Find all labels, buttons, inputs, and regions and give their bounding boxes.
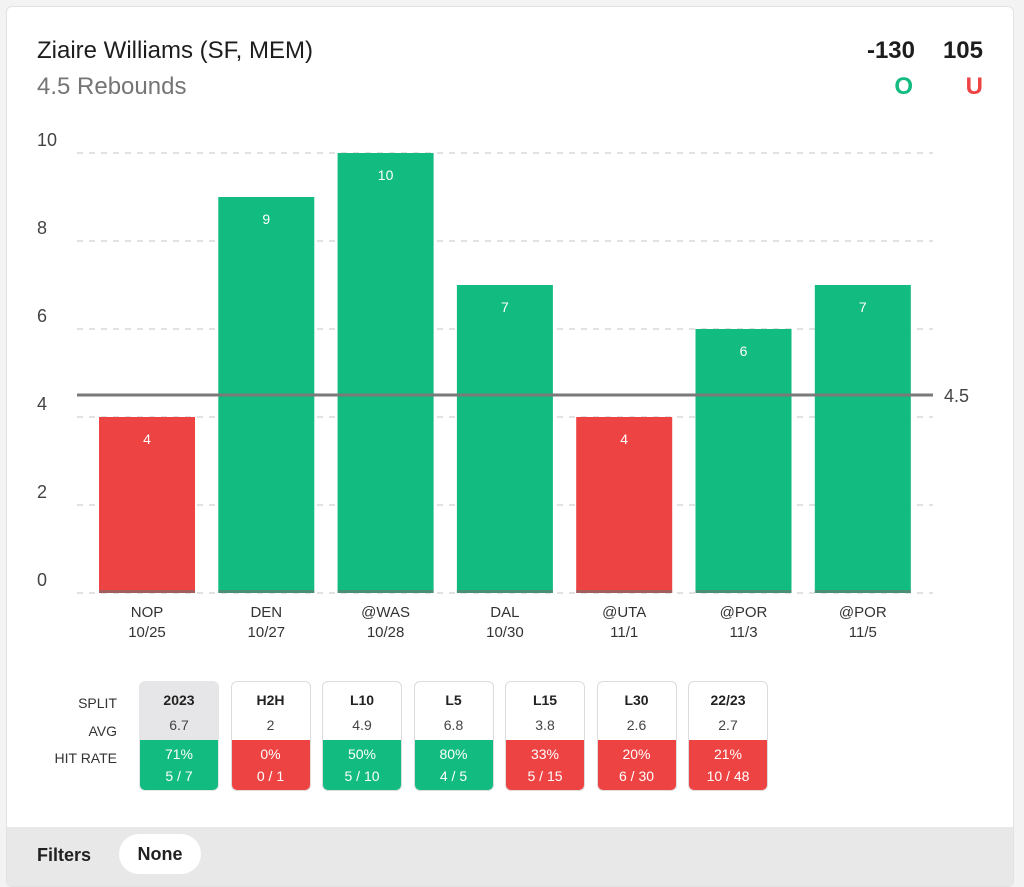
split-name: L30	[624, 692, 649, 708]
bar-baseline	[576, 590, 673, 593]
bar-baseline	[814, 590, 911, 593]
split-avg: 3.8	[535, 717, 555, 733]
hit-rate-percent: 20%	[622, 746, 651, 762]
bar-value-label: 6	[740, 343, 748, 359]
split-column-l10[interactable]: L10 4.9 50% 5 / 10	[322, 681, 402, 791]
bar-value-label: 4	[143, 431, 151, 447]
avg-row-label: AVG	[88, 723, 117, 739]
hit-rate-fraction: 5 / 10	[344, 768, 380, 784]
split-name: 2023	[163, 692, 195, 708]
hit-rate-fraction: 0 / 1	[256, 768, 285, 784]
hit-rate-row-label: HIT RATE	[54, 750, 118, 766]
split-name: 22/23	[710, 692, 746, 708]
y-tick-label: 0	[37, 570, 47, 590]
x-tick-date: 11/1	[610, 624, 638, 641]
split-name: L10	[349, 692, 375, 708]
over-odds[interactable]: -130	[866, 37, 915, 64]
game-log-chart: 0 2 4 6 8 10 4 NOP 10/25 9 DEN 10/27 10 @WAS 10/28 7 DAL…	[37, 130, 969, 641]
split-avg: 6.8	[443, 717, 464, 733]
bar-baseline	[218, 590, 315, 593]
splits-table: SPLIT AVG HIT RATE 2023 6.7 71% 5 / 7 H2H 2 0%…	[7, 679, 1013, 799]
hit-rate-fraction: 5 / 15	[527, 768, 563, 784]
bar-baseline	[337, 590, 434, 593]
y-tick-label: 4	[37, 394, 47, 414]
x-tick-opponent: DAL	[490, 604, 519, 621]
split-hit-rate: 0% 0 / 1	[231, 740, 310, 790]
bar-baseline	[99, 590, 195, 593]
hit-rate-percent: 33%	[530, 746, 560, 762]
x-tick-opponent: DEN	[250, 604, 282, 621]
split-avg: 6.7	[169, 717, 189, 733]
player-name: Ziaire Williams (SF, MEM)	[37, 37, 313, 64]
hit-rate-fraction: 10 / 48	[706, 768, 750, 784]
x-tick-opponent: @WAS	[361, 604, 410, 621]
hit-rate-fraction: 6 / 30	[618, 768, 655, 784]
y-tick-label: 6	[37, 306, 47, 326]
x-tick-date: 10/27	[248, 624, 286, 641]
bar-at-por-5[interactable]	[695, 329, 792, 593]
split-name: L5	[445, 692, 462, 708]
y-tick-label: 10	[37, 130, 57, 150]
split-hit-rate: 33% 5 / 15	[506, 740, 584, 790]
filter-none-button[interactable]: None	[119, 834, 201, 874]
bar-value-label: 7	[859, 299, 867, 315]
x-tick-date: 10/30	[486, 624, 524, 641]
hit-rate-percent: 50%	[347, 746, 377, 762]
x-tick-date: 10/25	[128, 624, 166, 641]
x-tick-date: 10/28	[367, 624, 405, 641]
split-column-22-23[interactable]: 22/23 2.7 21% 10 / 48	[688, 681, 768, 791]
bar-at-uta-4[interactable]	[576, 417, 673, 593]
split-name: H2H	[256, 692, 285, 708]
prop-card: Ziaire Williams (SF, MEM) 4.5 Rebounds -…	[6, 6, 1014, 887]
split-avg: 4.9	[352, 717, 372, 733]
hit-rate-fraction: 5 / 7	[165, 768, 193, 784]
split-hit-rate: 20% 6 / 30	[597, 740, 676, 790]
hit-rate-percent: 71%	[164, 746, 194, 762]
split-hit-rate: 21% 10 / 48	[689, 740, 767, 790]
x-tick-date: 11/3	[729, 624, 757, 641]
x-tick-opponent: NOP	[131, 604, 164, 621]
bar-baseline	[695, 590, 792, 593]
y-tick-label: 2	[37, 482, 47, 502]
hit-rate-percent: 80%	[439, 746, 468, 762]
bar-baseline	[456, 590, 553, 593]
split-hit-rate: 71% 5 / 7	[140, 740, 218, 790]
split-column-2023[interactable]: 2023 6.7 71% 5 / 7	[139, 681, 219, 791]
x-tick-opponent: @POR	[720, 604, 768, 621]
hit-rate-fraction: 4 / 5	[439, 768, 468, 784]
split-column-l15[interactable]: L15 3.8 33% 5 / 15	[505, 681, 585, 791]
hit-rate-percent: 0%	[260, 746, 281, 762]
split-hit-rate: 80% 4 / 5	[414, 740, 493, 790]
split-column-l5[interactable]: L5 6.8 80% 4 / 5	[413, 681, 494, 791]
split-column-h2h[interactable]: H2H 2 0% 0 / 1	[230, 681, 311, 791]
bar-at-was-2[interactable]	[337, 153, 434, 593]
bar-value-label: 10	[378, 167, 394, 183]
filters-label: Filters	[37, 845, 92, 865]
split-row-label: SPLIT	[78, 695, 117, 711]
bar-value-label: 7	[501, 299, 509, 315]
split-hit-rate: 50% 5 / 10	[323, 740, 401, 790]
y-tick-label: 8	[37, 218, 47, 238]
bar-at-por-6[interactable]	[814, 285, 911, 593]
bar-nop-0[interactable]	[99, 417, 195, 593]
x-tick-opponent: @UTA	[602, 604, 646, 621]
prop-line: 4.5 Rebounds	[37, 73, 187, 100]
x-tick-date: 11/5	[849, 624, 877, 641]
filter-bar: Filters None	[7, 827, 1013, 886]
bar-dal-3[interactable]	[456, 285, 553, 593]
under-label[interactable]: U	[965, 73, 983, 100]
hit-rate-percent: 21%	[713, 746, 743, 762]
under-odds[interactable]: 105	[942, 37, 983, 64]
prop-line-label: 4.5	[944, 386, 969, 406]
x-tick-opponent: @POR	[839, 604, 887, 621]
bar-value-label: 9	[262, 211, 270, 227]
split-avg: 2	[266, 717, 275, 733]
split-avg: 2.6	[626, 717, 647, 733]
split-name: L15	[532, 692, 558, 708]
over-label[interactable]: O	[894, 73, 913, 100]
bar-value-label: 4	[620, 431, 628, 447]
split-column-l30[interactable]: L30 2.6 20% 6 / 30	[596, 681, 677, 791]
split-avg: 2.7	[718, 717, 738, 733]
